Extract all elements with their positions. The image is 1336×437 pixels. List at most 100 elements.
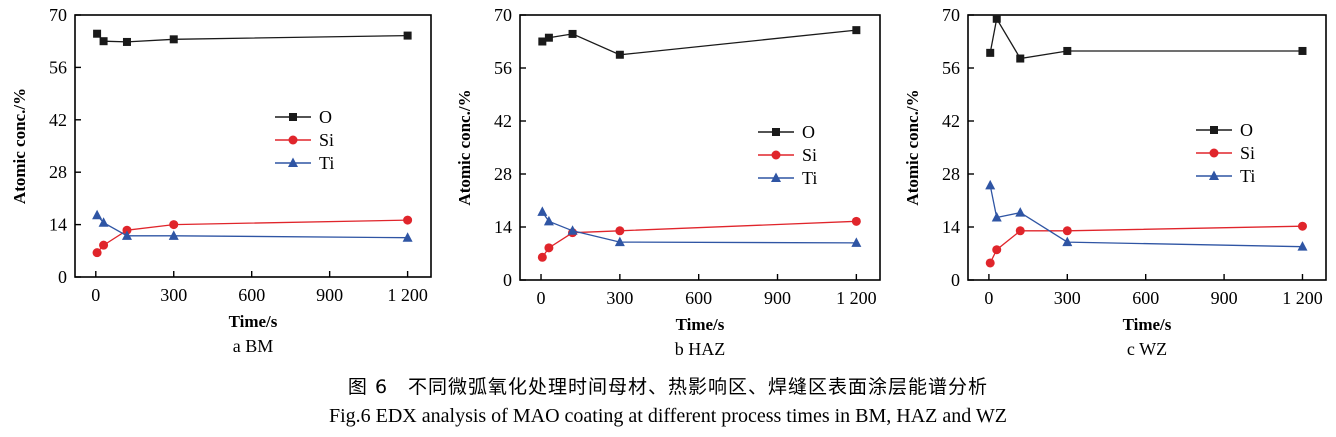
data-point-o [99,37,108,46]
data-point-o [169,35,178,44]
y-tick-label: 28 [494,164,512,184]
legend: O Si Ti [1196,120,1255,186]
x-tick-label: 0 [91,285,100,305]
legend-marker-o [772,128,780,136]
legend-label-si: Si [802,145,817,165]
y-tick-label: 70 [49,5,67,25]
legend-marker-ti [288,157,298,167]
y-tick-label: 28 [49,162,67,182]
legend-marker-ti [771,172,781,182]
legend-label-ti: Ti [802,168,817,188]
data-point-ti [1062,236,1073,247]
data-point-si [992,245,1002,255]
data-point-ti [168,230,179,240]
data-point-si [1062,226,1072,236]
data-point-ti [614,236,625,247]
chart-panel-2: 0 14 28 42 56 70 0 300 600 900 1 200 Time/s Atomic c… [455,5,881,359]
data-point-si [122,225,132,235]
data-point-o [1016,54,1025,63]
data-point-ti [567,225,578,235]
y-tick-label: 70 [494,5,512,25]
data-point-o [615,50,624,59]
y-tick-label: 14 [494,217,512,237]
series-line-ti [989,185,1303,248]
x-tick-label: 900 [316,285,343,305]
y-axis-title: Atomic conc./% [903,89,922,205]
data-point-si [1015,226,1025,236]
legend-marker-si [288,135,298,145]
data-point-ti [543,215,554,226]
y-axis-title: Atomic conc./% [10,88,29,204]
data-point-ti [537,206,548,216]
data-point-si [92,248,102,258]
legend-marker-o [289,113,297,121]
y-tick-label: 0 [951,270,960,290]
x-axis-title: Time/s [229,312,278,331]
x-axis-title: Time/s [676,315,725,334]
x-tick-label: 1 200 [1282,288,1323,308]
data-point-o [93,29,102,38]
legend-marker-si [1209,148,1219,158]
panel-label: a BM [233,336,274,356]
y-tick-label: 28 [942,164,960,184]
legend-label-o: O [319,107,332,127]
x-tick-label: 0 [537,288,546,308]
x-axis-title: Time/s [1123,315,1172,334]
x-tick-label: 1 200 [387,285,428,305]
data-point-o [538,37,547,46]
series-line-si [989,225,1303,264]
chart-panel-1: 0 14 28 42 56 70 0 300 600 900 1 200 Time/s Atomic c… [10,5,432,356]
legend-marker-si [771,150,781,160]
figure-caption-chinese: 图 6 不同微弧氧化处理时间母材、热影响区、焊缝区表面涂层能谱分析 [347,376,989,398]
x-tick-label: 900 [764,288,791,308]
data-point-o [986,48,995,57]
data-point-o [544,33,553,42]
legend-label-ti: Ti [319,153,334,173]
x-tick-label: 1 200 [836,288,877,308]
y-tick-label: 42 [942,111,960,131]
data-point-ti [92,209,103,220]
data-point-si [403,215,413,225]
series-line-o [989,16,1303,60]
data-point-o [1063,46,1072,55]
legend: O Si Ti [758,122,817,188]
x-tick-label: 0 [984,288,993,308]
data-point-si [985,258,995,268]
x-tick-label: 300 [1054,288,1081,308]
series-line-o [96,33,408,43]
data-point-ti [1015,207,1026,217]
x-tick-label: 600 [685,288,712,308]
data-point-ti [98,217,109,227]
figure-caption-english: Fig.6 EDX analysis of MAO coating at dif… [328,405,1008,427]
chart-panel-3: 0 14 28 42 56 70 0 300 600 900 1 200 Time/s Atomic c… [903,5,1327,359]
data-point-ti [991,212,1002,222]
plot-frame [74,14,432,278]
y-tick-label: 56 [942,58,960,78]
data-point-si [537,252,547,262]
x-tick-label: 600 [1132,288,1159,308]
data-point-ti [402,232,413,242]
x-tick-label: 600 [238,285,265,305]
panel-label: b HAZ [675,339,726,359]
data-point-o [568,29,577,38]
x-tick-label: 900 [1211,288,1238,308]
x-tick-label: 300 [160,285,187,305]
data-point-si [1297,221,1307,231]
x-tick-label: 300 [606,288,633,308]
legend: O Si Ti [275,107,334,173]
series-line-ti [96,214,408,239]
data-point-si [99,240,109,250]
y-tick-label: 56 [494,58,512,78]
data-point-o [122,37,131,46]
data-point-si [169,220,179,230]
data-point-o [852,26,861,35]
data-point-o [403,31,412,40]
y-tick-label: 0 [503,270,512,290]
y-tick-label: 0 [58,267,67,287]
legend-label-ti: Ti [1240,166,1255,186]
legend-marker-ti [1209,170,1219,180]
data-point-o [1298,46,1307,55]
legend-label-o: O [802,122,815,142]
y-axis-title: Atomic conc./% [455,89,474,205]
